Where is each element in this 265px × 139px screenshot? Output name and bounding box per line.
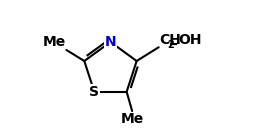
- Text: CH: CH: [159, 33, 181, 47]
- Text: Me: Me: [121, 112, 144, 126]
- Text: S: S: [89, 85, 99, 99]
- Text: N: N: [105, 35, 116, 49]
- Text: Me: Me: [42, 35, 66, 49]
- Text: OH: OH: [178, 33, 201, 47]
- Text: 2: 2: [167, 40, 174, 50]
